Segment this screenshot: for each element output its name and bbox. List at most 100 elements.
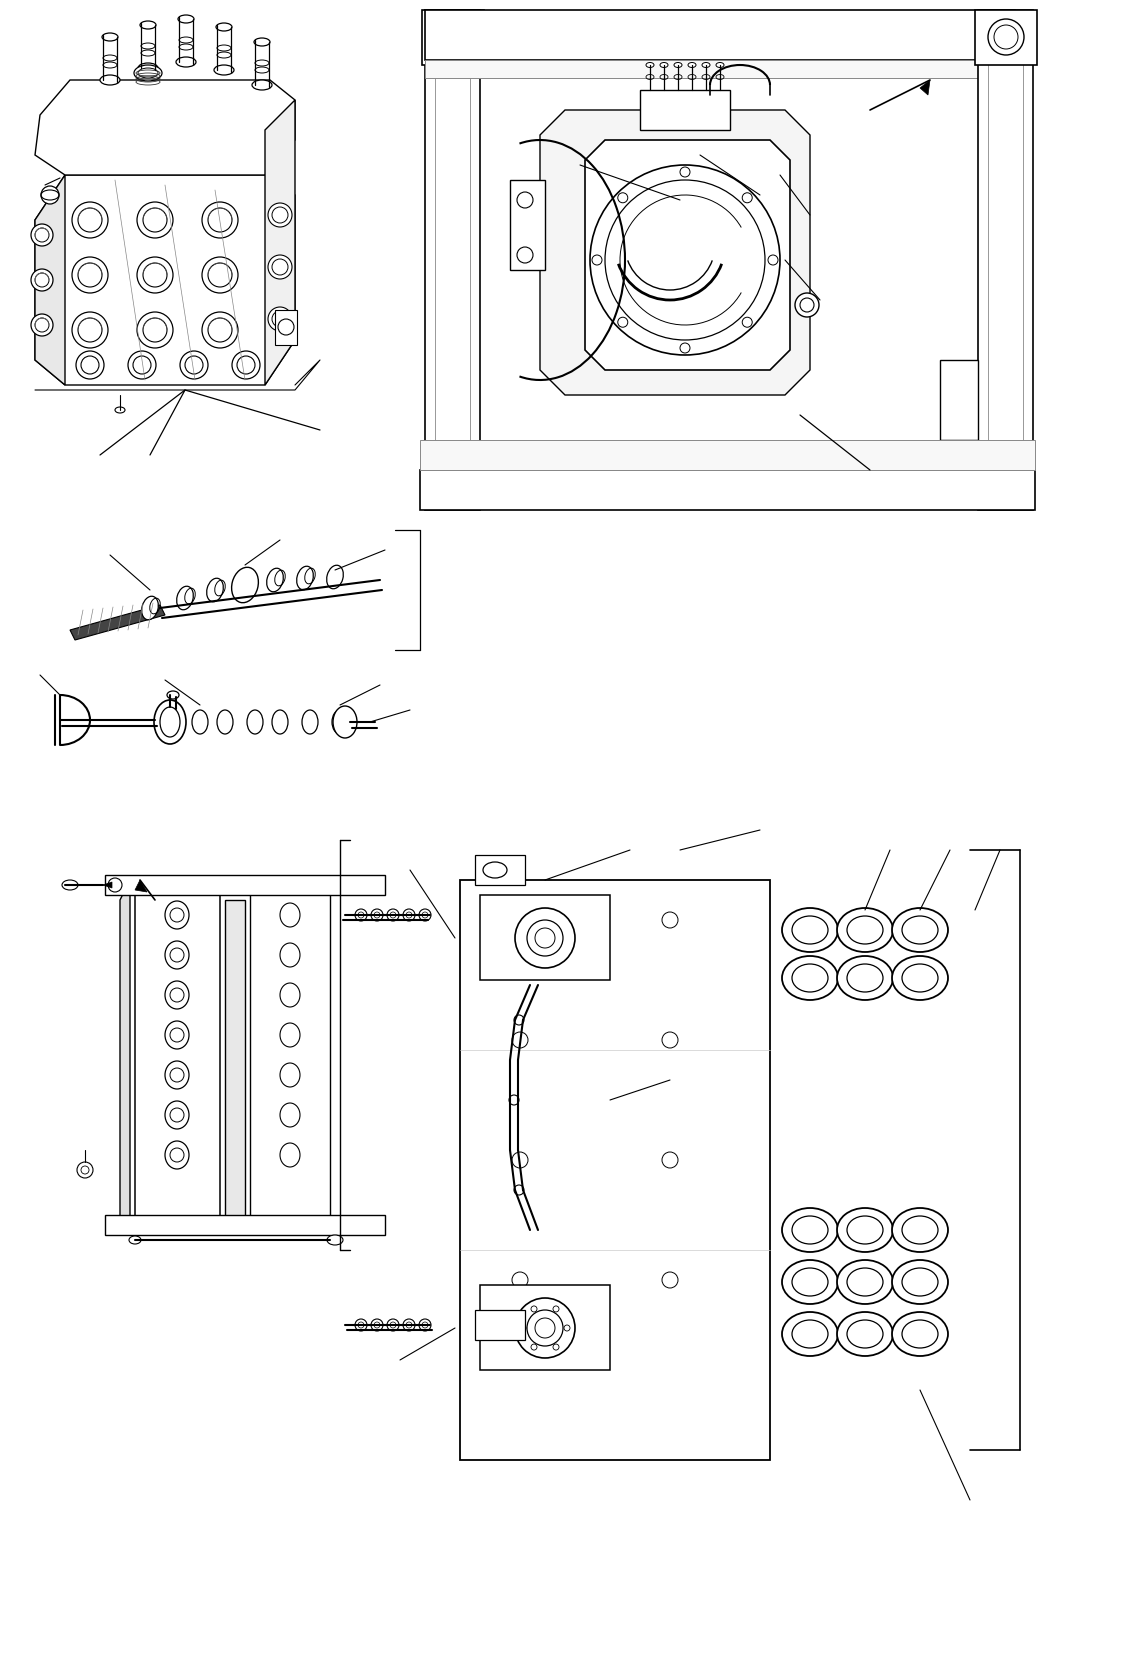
Bar (225, 900, 245, 1221)
Ellipse shape (129, 1236, 141, 1244)
Ellipse shape (280, 1143, 300, 1167)
Polygon shape (120, 880, 130, 1226)
Circle shape (72, 201, 108, 238)
Circle shape (137, 257, 173, 294)
Circle shape (795, 294, 819, 317)
Circle shape (520, 1325, 526, 1331)
Polygon shape (540, 111, 810, 395)
Polygon shape (35, 175, 65, 384)
Bar (250, 890, 330, 1231)
Bar (105, 1216, 385, 1236)
Circle shape (202, 201, 238, 238)
Circle shape (72, 257, 108, 294)
Polygon shape (35, 81, 296, 175)
Bar (940, 359, 978, 440)
Polygon shape (35, 175, 296, 384)
Circle shape (108, 878, 122, 892)
Ellipse shape (267, 568, 283, 591)
Ellipse shape (688, 62, 696, 67)
Circle shape (517, 247, 533, 264)
Circle shape (509, 1095, 519, 1105)
Bar (480, 1284, 610, 1370)
Circle shape (72, 312, 108, 348)
Ellipse shape (782, 1259, 837, 1305)
Ellipse shape (782, 1311, 837, 1357)
Ellipse shape (280, 944, 300, 967)
Ellipse shape (702, 62, 710, 67)
Ellipse shape (280, 1063, 300, 1086)
Ellipse shape (246, 710, 262, 734)
Circle shape (512, 1273, 528, 1288)
Ellipse shape (892, 908, 948, 952)
Circle shape (531, 1345, 537, 1350)
Circle shape (513, 1185, 524, 1195)
Ellipse shape (837, 908, 893, 952)
Polygon shape (585, 139, 790, 369)
Ellipse shape (646, 62, 654, 67)
Ellipse shape (327, 1236, 343, 1246)
Circle shape (553, 1345, 559, 1350)
Ellipse shape (100, 76, 120, 86)
Ellipse shape (717, 62, 725, 67)
Bar (978, 10, 1033, 510)
Bar (424, 10, 1015, 60)
Circle shape (743, 193, 752, 203)
Circle shape (76, 351, 104, 379)
Circle shape (268, 203, 292, 227)
Polygon shape (920, 81, 930, 96)
Ellipse shape (140, 22, 156, 29)
Ellipse shape (280, 1023, 300, 1048)
Ellipse shape (892, 1311, 948, 1357)
Circle shape (355, 1320, 367, 1331)
Circle shape (128, 351, 156, 379)
Circle shape (517, 191, 533, 208)
Ellipse shape (892, 1259, 948, 1305)
Polygon shape (135, 880, 147, 892)
Ellipse shape (659, 62, 667, 67)
Circle shape (137, 312, 173, 348)
Circle shape (513, 1016, 524, 1024)
Ellipse shape (165, 940, 189, 969)
Ellipse shape (192, 710, 208, 734)
Ellipse shape (280, 1103, 300, 1127)
Circle shape (31, 314, 52, 336)
Ellipse shape (102, 34, 118, 40)
Ellipse shape (154, 700, 186, 744)
Bar (422, 10, 484, 65)
Circle shape (662, 912, 678, 928)
Circle shape (564, 1325, 570, 1331)
Ellipse shape (138, 64, 157, 72)
Circle shape (662, 1033, 678, 1048)
Circle shape (419, 1320, 431, 1331)
Ellipse shape (62, 880, 78, 890)
Ellipse shape (177, 586, 193, 609)
Ellipse shape (674, 62, 682, 67)
Ellipse shape (297, 566, 314, 589)
Circle shape (180, 351, 208, 379)
Ellipse shape (782, 955, 837, 1001)
Ellipse shape (165, 902, 189, 928)
Circle shape (680, 166, 690, 176)
Ellipse shape (837, 1259, 893, 1305)
Circle shape (268, 255, 292, 279)
Ellipse shape (892, 955, 948, 1001)
Circle shape (387, 1320, 399, 1331)
Bar (424, 10, 480, 510)
Circle shape (371, 908, 383, 922)
Ellipse shape (207, 578, 224, 601)
Bar (420, 470, 1035, 510)
Circle shape (680, 343, 690, 353)
Bar (460, 880, 770, 1461)
Circle shape (202, 257, 238, 294)
Ellipse shape (782, 908, 837, 952)
Bar (424, 60, 1015, 77)
Ellipse shape (332, 710, 348, 734)
Ellipse shape (165, 1021, 189, 1049)
Circle shape (512, 1152, 528, 1169)
Ellipse shape (133, 65, 162, 81)
Ellipse shape (176, 57, 196, 67)
Circle shape (617, 193, 628, 203)
Bar (976, 10, 1037, 65)
Ellipse shape (254, 39, 270, 45)
Ellipse shape (165, 981, 189, 1009)
